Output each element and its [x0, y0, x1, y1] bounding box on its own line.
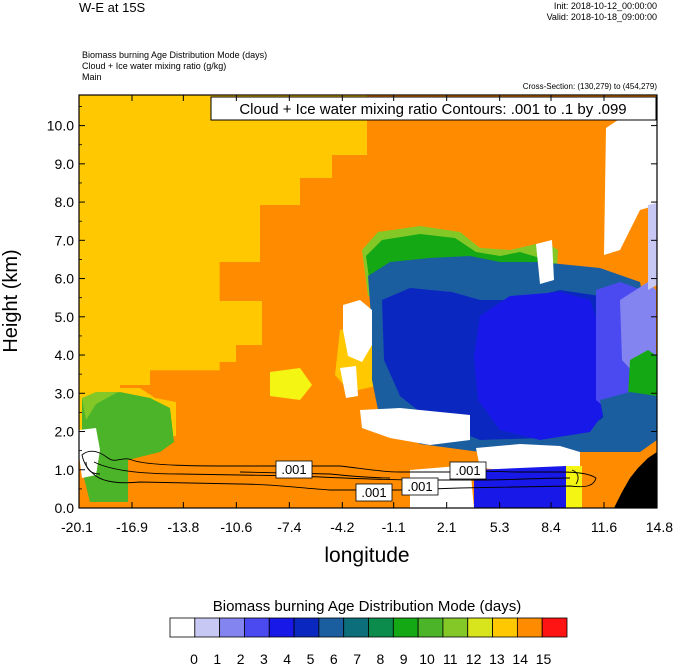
y-axis-label: Height (km) [0, 249, 22, 352]
y-tick-label: 8.0 [55, 194, 75, 210]
colorbar-label: 8 [377, 651, 385, 667]
colorbar-swatch [219, 617, 245, 638]
y-tick-label: 10.0 [47, 118, 74, 134]
y-tick-label: 1.0 [55, 462, 75, 478]
x-tick-label: 11.6 [591, 519, 617, 535]
colorbar-title: Biomass burning Age Distribution Mode (d… [213, 598, 521, 615]
green-left-region [82, 392, 174, 502]
white-blob-3 [536, 240, 554, 284]
teal-lower-right [600, 392, 657, 452]
y-tick-label: 6.0 [55, 271, 75, 287]
x-tick-label: -4.2 [330, 519, 354, 535]
x-tick-label: -1.1 [382, 519, 406, 535]
colorbar-swatch [417, 617, 444, 638]
x-axis: -20.1 -16.9 -13.8 -10.6 -7.4 -4.2 -1.1 2.1 5.3 8.… [61, 95, 673, 535]
colorbar-swatch [442, 617, 469, 638]
colorbar-swatch [541, 617, 568, 638]
x-tick-label: 5.3 [490, 519, 510, 535]
field-description-main: Main [82, 72, 102, 82]
colorbar-labels: 0 1 2 3 4 5 6 7 8 9 10 11 12 13 14 15 [190, 651, 551, 667]
chart-title: W-E at 15S [79, 0, 146, 15]
colorbar-label: 9 [400, 651, 408, 667]
white-blob-4 [360, 408, 470, 445]
contour-line-4 [239, 471, 391, 479]
contour-line-2 [93, 461, 571, 481]
yellow-lower-patch [270, 368, 312, 400]
colorbar-label: 5 [307, 651, 315, 667]
y-tick-label: 0.0 [55, 500, 75, 516]
x-tick-label: -10.6 [220, 519, 252, 535]
colorbar-label: 12 [466, 651, 482, 667]
blue-plume-core [474, 292, 606, 440]
colorbar-swatch [268, 617, 295, 638]
colorbar-label: 3 [260, 651, 268, 667]
contour-label-3: .001 [407, 479, 432, 494]
colorbar-swatch [343, 617, 369, 638]
x-axis-label: longitude [324, 544, 409, 567]
colorbar-label: 6 [330, 651, 338, 667]
colorbar-swatch [467, 617, 493, 638]
colorbar-label: 1 [213, 651, 221, 667]
contour-line-3 [85, 461, 579, 485]
y-axis: 0.0 1.0 2.0 3.0 4.0 5.0 6.0 7.0 8.0 9.0 10.0 [47, 106, 657, 516]
x-tick-label: -20.1 [61, 519, 93, 535]
y-tick-label: 5.0 [55, 309, 75, 325]
field-description-cloud: Cloud + Ice water mixing ratio (g/kg) [82, 61, 227, 71]
plot-area [79, 95, 657, 508]
colorbar-swatch [318, 617, 345, 638]
x-tick-label: 2.1 [437, 519, 457, 535]
contour-value-labels: .001 .001 .001 .001 [275, 460, 487, 502]
y-tick-label: 4.0 [55, 347, 75, 363]
colorbar-label: 0 [190, 651, 198, 667]
white-blob-1 [343, 300, 372, 362]
black-terrain [614, 452, 657, 508]
colorbar-label: 7 [353, 651, 361, 667]
yellow-upper-left-region [79, 95, 367, 390]
colorbar-swatch [368, 617, 394, 638]
contour-info-text: Cloud + Ice water mixing ratio Contours:… [239, 101, 626, 118]
white-blob-5 [476, 444, 580, 472]
contour-info-box: Cloud + Ice water mixing ratio Contours:… [210, 96, 657, 121]
colorbar-swatch [492, 617, 518, 638]
x-tick-label: -16.9 [116, 519, 148, 535]
colorbar-swatch [169, 617, 196, 638]
plot-frame [78, 94, 658, 509]
init-time: Init: 2018-10-12_00:00:00 [553, 1, 657, 11]
colorbar-label: 14 [512, 651, 528, 667]
white-upper-right [604, 110, 657, 255]
y-tick-label: 7.0 [55, 232, 75, 248]
colorbar-swatch [194, 617, 221, 638]
white-blob-2 [340, 366, 358, 398]
y-tick-label: 2.0 [55, 424, 75, 440]
colorbar-swatch [516, 617, 543, 638]
white-lower-left-patch [79, 428, 100, 478]
contour-lines [81, 450, 597, 491]
x-tick-label: -13.8 [167, 519, 199, 535]
contour-label-2: .001 [361, 485, 386, 500]
colorbar-swatch [244, 617, 270, 638]
y-tick-label: 9.0 [55, 156, 75, 172]
contour-label-1: .001 [281, 462, 306, 477]
colorbar-label: 4 [283, 651, 291, 667]
colorbar-swatch [293, 617, 320, 638]
light-green-left-edge [82, 392, 118, 420]
y-tick-label: 3.0 [55, 385, 75, 401]
contour-line-1 [81, 450, 597, 491]
colorbar-label: 10 [419, 651, 435, 667]
x-tick-label: 8.4 [541, 519, 561, 535]
cross-section-info: Cross-Section: (130,279) to (454,279) [522, 82, 657, 91]
valid-time: Valid: 2018-10-18_09:00:00 [546, 12, 657, 22]
x-tick-label: -7.4 [277, 519, 301, 535]
x-tick-label: 14.8 [646, 519, 673, 535]
colorbar-label: 13 [489, 651, 505, 667]
colorbar [169, 617, 568, 638]
contour-label-4: .001 [455, 463, 480, 478]
colorbar-label: 15 [536, 651, 552, 667]
lavender-upper-right [648, 203, 657, 290]
field-description-age: Biomass burning Age Distribution Mode (d… [82, 50, 268, 60]
colorbar-swatch [392, 617, 419, 638]
colorbar-label: 2 [237, 651, 245, 667]
colorbar-label: 11 [443, 651, 458, 667]
